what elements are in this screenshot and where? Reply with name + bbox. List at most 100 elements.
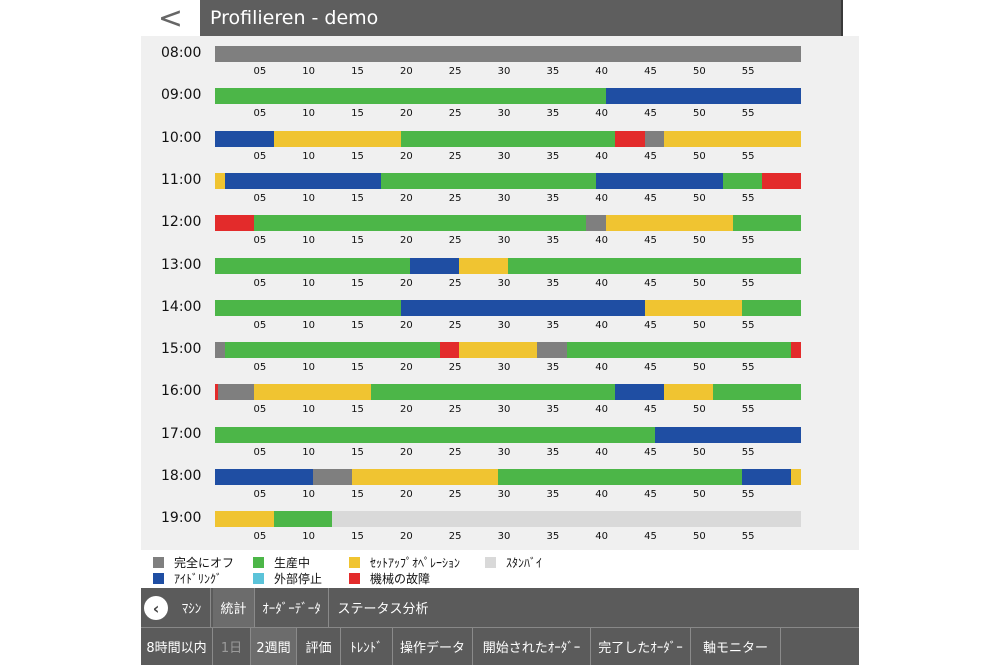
legend-label: 外部停止 (274, 572, 323, 586)
minute-tick-label: 55 (741, 404, 755, 416)
minute-tick-label: 45 (644, 489, 657, 500)
back-button[interactable]: < (141, 0, 200, 36)
minute-tick-label: 05 (253, 446, 267, 458)
minute-tick-label: 45 (644, 362, 657, 374)
tab-sub-5[interactable]: 操作データ (393, 628, 473, 665)
legend-item-external_stop: 外部停止 (253, 570, 322, 587)
segment-setup (644, 299, 743, 316)
segment-production (215, 426, 655, 443)
minute-tick-label: 50 (692, 66, 706, 77)
minute-tick-label: 45 (644, 235, 657, 247)
segment-setup (215, 511, 274, 528)
segment-idle (215, 130, 274, 147)
tab-sub-6[interactable]: 開始されたｵｰﾀﾞｰ (473, 628, 591, 665)
minute-tick-label: 30 (497, 446, 511, 458)
minute-tick-label: 55 (741, 319, 755, 331)
back-circle-button[interactable]: ‹ (144, 596, 168, 620)
segment-production (215, 299, 401, 316)
segment-off (537, 342, 567, 359)
minute-tick-label: 45 (644, 531, 657, 543)
segment-off (217, 384, 255, 401)
minute-tick-label: 50 (692, 277, 706, 289)
top-bar: < Profilieren - demo (141, 0, 859, 36)
tab-sub-8[interactable]: 軸モニター (691, 628, 781, 665)
minute-tick-label: 45 (644, 192, 657, 204)
segment-idle (400, 299, 645, 316)
minute-tick-label: 35 (546, 446, 560, 458)
minute-tick-label: 05 (253, 235, 267, 247)
timeline-bar (215, 426, 801, 443)
timeline-bar (215, 88, 801, 105)
tab-sub-2[interactable]: 2週間 (251, 628, 297, 665)
minute-tick-label: 20 (399, 362, 413, 374)
minute-tick-label: 45 (644, 319, 657, 331)
minute-tick-label: 40 (595, 489, 609, 500)
segment-production (381, 172, 596, 189)
minute-tick-label: 15 (351, 277, 364, 289)
minute-tick-label: 05 (253, 66, 267, 77)
minute-tick-label: 45 (644, 108, 657, 120)
minute-tick-label: 40 (595, 319, 609, 331)
minute-tick-label: 25 (448, 277, 462, 289)
timeline-bar (215, 511, 801, 528)
minute-tick-label: 35 (546, 235, 560, 247)
segment-idle (615, 384, 665, 401)
minute-tick-label: 45 (644, 404, 657, 416)
legend-label: 機械の故障 (370, 572, 431, 586)
minute-tick-label: 05 (253, 150, 267, 162)
minute-tick-label: 30 (497, 150, 511, 162)
tab-sub-7[interactable]: 完了したｵｰﾀﾞｰ (591, 628, 691, 665)
segment-off (215, 342, 225, 359)
minute-tick-label: 30 (497, 235, 511, 247)
minute-tick-label: 55 (741, 489, 755, 500)
segment-production (508, 257, 801, 274)
hour-label: 17:00 (161, 425, 202, 442)
minute-tick-label: 50 (692, 235, 706, 247)
legend: 完全にオフ 生産中 ｾｯﾄｱｯﾌﾟｵﾍﾟﾚｰｼｮﾝ ｽﾀﾝﾊﾞｲ ｱｲﾄﾞﾘﾝｸﾞ 外部停… (141, 550, 859, 588)
minute-tick-label: 05 (253, 404, 267, 416)
minute-tick-label: 50 (692, 404, 706, 416)
segment-setup (664, 130, 801, 147)
tab-sub-3[interactable]: 評価 (297, 628, 341, 665)
minute-tick-label: 10 (302, 531, 316, 543)
tab-main-0[interactable]: ﾏｼﾝ (173, 588, 211, 627)
timeline-bar (215, 130, 801, 147)
segment-idle (215, 469, 313, 485)
profile-timeline-chart: 08:00 05 10 15 20 25 30 35 40 45 50 55 09:00 05 10 15 20… (141, 36, 859, 550)
minute-tick-label: 15 (351, 319, 364, 331)
minute-tick-label: 15 (351, 446, 364, 458)
minute-tick-label: 15 (351, 531, 364, 543)
tab-main-3[interactable]: ステータス分析 (337, 602, 429, 617)
minute-tick-label: 40 (595, 531, 609, 543)
legend-label: 完全にオフ (174, 556, 235, 570)
timeline-bar (215, 469, 801, 485)
minute-tick-label: 30 (497, 404, 511, 416)
segment-off (215, 46, 801, 62)
minute-tick-label: 10 (302, 404, 316, 416)
tab-sub-0[interactable]: 8時間以内 (141, 628, 213, 665)
minute-tick-label: 10 (302, 277, 316, 289)
tab-sub-4[interactable]: ﾄﾚﾝﾄﾞ (341, 628, 393, 665)
tab-main-2[interactable]: ｵｰﾀﾞｰﾃﾞｰﾀ (255, 588, 329, 627)
timeline-bar (215, 215, 801, 232)
legend-item-off: 完全にオフ (153, 554, 234, 571)
minute-tick-label: 55 (741, 235, 755, 247)
minute-tick-label: 35 (546, 66, 560, 77)
minute-tick-label: 35 (546, 108, 560, 120)
hour-label: 08:00 (161, 45, 202, 61)
segment-setup (605, 215, 733, 232)
segment-production (498, 469, 743, 485)
hour-label: 11:00 (161, 171, 202, 188)
legend-item-setup: ｾｯﾄｱｯﾌﾟｵﾍﾟﾚｰｼｮﾝ (349, 554, 460, 571)
legend-swatch (153, 557, 164, 568)
minute-tick-label: 15 (351, 108, 364, 120)
segment-idle (410, 257, 460, 274)
minute-tick-label: 15 (351, 150, 364, 162)
minute-tick-label: 50 (692, 446, 706, 458)
minute-tick-label: 20 (399, 404, 413, 416)
tab-sub-1[interactable]: 1日 (213, 628, 251, 665)
minute-tick-label: 10 (302, 150, 316, 162)
main-tab-bar: ‹ ﾏｼﾝ 統計 ｵｰﾀﾞｰﾃﾞｰﾀ ステータス分析 (141, 588, 859, 627)
tab-main-1[interactable]: 統計 (213, 588, 255, 627)
minute-tick-label: 15 (351, 66, 364, 77)
